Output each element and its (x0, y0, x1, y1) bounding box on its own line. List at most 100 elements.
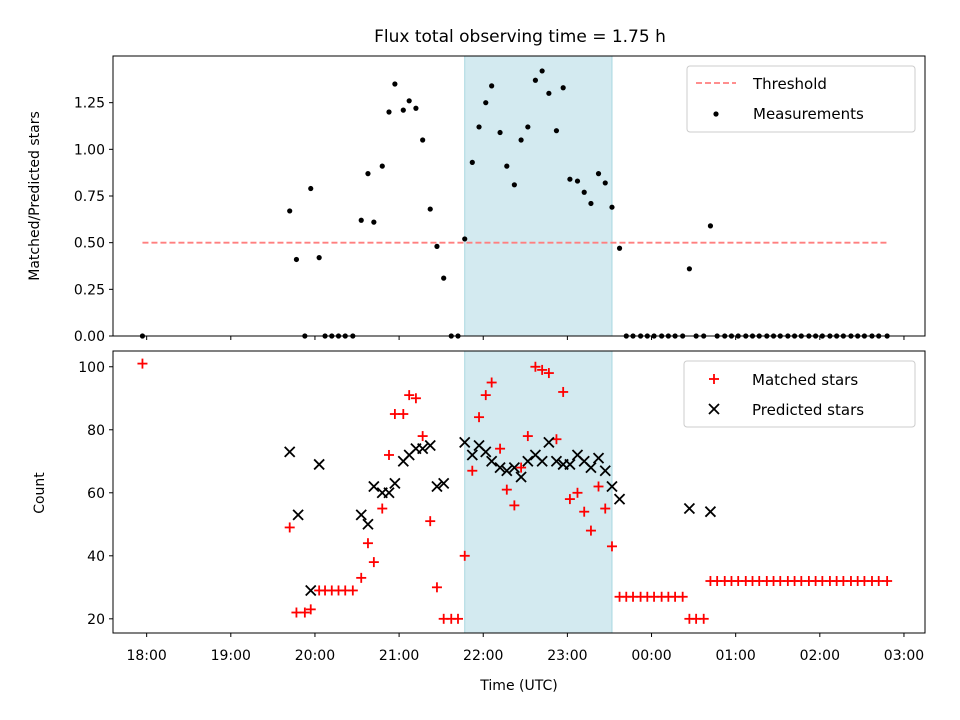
matched-star-marker (356, 572, 367, 583)
measurement-point (553, 128, 560, 134)
matched-star-marker (362, 538, 373, 549)
y-tick-label: 0.25 (74, 282, 105, 298)
predicted-star-marker (431, 480, 443, 493)
matched-star-marker (509, 500, 520, 511)
legend-matched-swatch (709, 374, 719, 384)
matched-star-marker (368, 557, 379, 568)
matched-star-marker (459, 550, 470, 561)
matched-star-marker (516, 462, 527, 473)
matched-star-marker (495, 443, 506, 454)
measurement-point (539, 68, 545, 74)
bottom-highlight-span (464, 350, 613, 634)
predicted-star-marker (459, 436, 471, 449)
matched-star-marker (522, 431, 533, 442)
top-highlight-span (464, 55, 613, 337)
top-legend: Threshold Measurements (686, 65, 916, 133)
predicted-star-marker (368, 480, 380, 493)
matched-star-marker (452, 613, 463, 624)
measurement-point (588, 200, 594, 207)
predicted-star-marker (305, 584, 317, 597)
measurement-point (400, 107, 406, 113)
measurement-point (686, 266, 692, 272)
matched-star-marker (606, 541, 617, 552)
matched-star-marker (474, 412, 485, 423)
matched-star-marker (873, 576, 884, 587)
y-tick-label: 1.25 (74, 96, 105, 112)
top-plot-frame (112, 55, 926, 337)
matched-star-markers (137, 358, 893, 624)
y-tick-label: 0.50 (74, 236, 105, 252)
measurement-point (707, 223, 714, 229)
chart-title: Flux total observing time = 1.75 h (374, 27, 666, 47)
matched-star-marker (383, 449, 394, 460)
matched-star-marker (347, 585, 358, 596)
matched-star-marker (480, 390, 491, 401)
measurement-point (532, 77, 539, 83)
predicted-star-marker (508, 461, 521, 474)
matched-star-marker (501, 484, 512, 495)
measurement-point (581, 189, 587, 195)
bottom-legend-box (683, 360, 916, 428)
predicted-star-marker (613, 493, 626, 505)
measurement-point (406, 98, 412, 104)
measurement-point (602, 180, 608, 186)
y-tick-label: 60 (87, 486, 105, 502)
matched-star-marker (425, 516, 436, 527)
measurement-point (427, 206, 433, 212)
legend-matched-label: Matched stars (752, 371, 858, 389)
measurement-point (379, 163, 385, 169)
top-axes: 0.00 0.25 0.50 0.75 1.00 1.25 (74, 96, 905, 345)
matched-star-marker (572, 487, 583, 498)
predicted-star-marker (599, 465, 611, 477)
top-legend-box (686, 65, 916, 133)
predicted-star-marker (704, 506, 717, 518)
measurement-point (413, 105, 419, 111)
x-tick-label: 18:00 (126, 648, 166, 664)
predicted-star-marker (362, 518, 374, 530)
y-tick-label: 40 (87, 549, 105, 565)
legend-plus-mark (709, 374, 719, 384)
measurement-point (420, 137, 426, 143)
legend-threshold-label: Threshold (752, 75, 827, 93)
matched-star-marker (882, 576, 893, 587)
measurement-point (497, 129, 503, 136)
bottom-plot-frame (112, 350, 926, 634)
measurement-point (316, 255, 322, 261)
predicted-star-marker (501, 465, 513, 477)
measurement-point (462, 236, 468, 242)
predicted-star-marker (466, 449, 478, 461)
predicted-star-marker (417, 443, 429, 455)
x-tick-label: 03:00 (884, 648, 924, 664)
matched-star-marker (698, 613, 709, 624)
legend-predicted-label: Predicted stars (752, 401, 864, 419)
predicted-star-marker (486, 455, 498, 467)
y-tick-label: 1.00 (74, 142, 105, 158)
measurement-point (392, 81, 398, 87)
measurement-point (609, 204, 615, 210)
y-tick-label: 0.75 (74, 189, 105, 205)
measurement-point (511, 182, 517, 188)
predicted-star-marker (515, 471, 527, 483)
measurement-point (616, 245, 623, 251)
measurement-point (546, 90, 552, 96)
predicted-star-marker (480, 446, 492, 458)
x-tick-label: 02:00 (800, 648, 840, 664)
matched-star-marker (431, 582, 442, 593)
matched-star-marker (305, 604, 316, 615)
measurement-points (139, 68, 890, 339)
measurement-point (441, 275, 447, 281)
measurement-point (567, 176, 573, 182)
measurement-point (358, 217, 364, 223)
measurement-point (483, 100, 489, 106)
measurement-point (574, 178, 581, 184)
bottom-axes: 20 40 60 80 100 18:00 19:00 20:00 21:00 22:00 23:0… (78, 360, 924, 664)
y-tick-label: 100 (78, 360, 105, 376)
measurement-point (595, 171, 602, 177)
y-tick-label: 80 (87, 423, 105, 439)
matched-star-marker (398, 409, 409, 420)
matched-star-marker (677, 591, 688, 602)
matched-star-marker (593, 481, 604, 492)
measurement-point (518, 137, 524, 143)
measurement-point (525, 124, 531, 130)
